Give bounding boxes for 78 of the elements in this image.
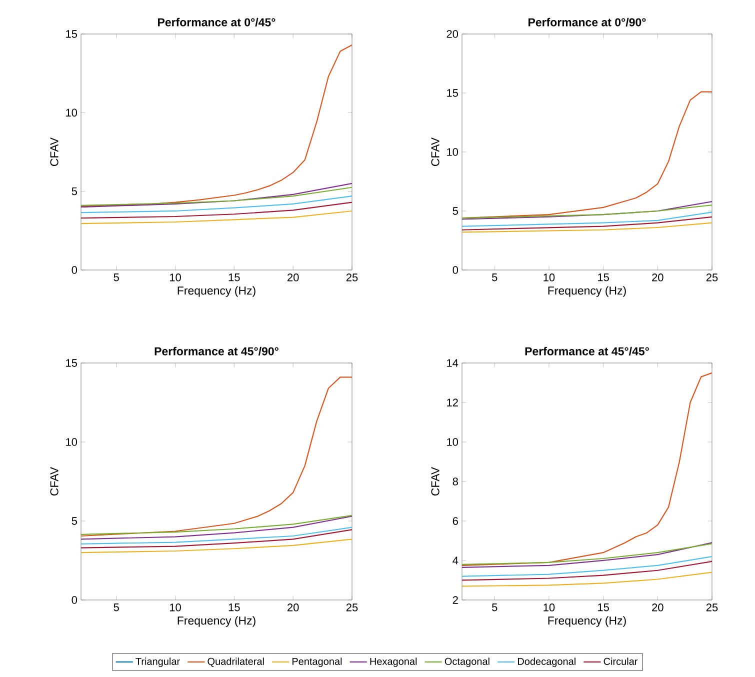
y-tick-label: 15 [447,89,458,97]
y-tick-label: 14 [447,359,458,367]
x-axis-title: Frequency (Hz) [548,616,626,627]
y-tick-label: 2 [452,596,458,604]
legend-label: Octagonal [444,658,490,667]
x-tick-label: 10 [170,274,181,282]
y-tick-label: 0 [72,266,78,274]
y-tick-label: 15 [66,30,77,38]
chart-title: Performance at 0°/90° [528,18,646,26]
line-series [462,216,712,230]
y-axis-title: CFAV [431,466,440,496]
legend-label: Triangular [136,658,180,667]
y-axis-title: CFAV [50,137,58,166]
line-series [81,182,352,208]
y-tick-label: 10 [66,108,78,117]
y-tick-label: 0 [72,596,78,604]
legend-label: Circular [604,658,638,665]
y-tick-label: 5 [452,207,458,215]
legend-label: Pentagonal [292,658,342,667]
line-series [81,195,352,214]
x-tick-label: 10 [170,604,181,612]
x-tick-label: 15 [598,274,609,282]
line-series [462,222,712,233]
y-tick-label: 5 [72,517,77,525]
line-series [81,514,352,535]
legend-label: Dodecagonal [518,658,576,667]
line-series [462,204,712,219]
line-series [462,560,712,581]
y-tick-label: 5 [72,187,77,196]
line-series [81,202,352,219]
x-tick-label: 25 [346,604,358,612]
y-axis-title: CFAV [50,466,58,496]
line-series [81,376,352,537]
line-series [81,186,352,206]
line-series [462,572,712,587]
x-tick-label: 10 [544,604,555,612]
y-tick-label: 10 [66,438,78,446]
x-tick-label: 20 [288,604,299,612]
y-tick-label: 10 [447,438,458,446]
chart-title: Performance at 45°/45° [525,346,649,356]
y-axis-title: CFAV [431,137,440,166]
x-tick-label: 5 [492,604,498,612]
line-series [81,516,352,540]
x-axis-title: Frequency (Hz) [178,616,256,627]
x-tick-label: 20 [652,274,664,282]
x-tick-label: 5 [114,274,119,282]
x-tick-label: 15 [228,274,240,282]
chart-title: Performance at 0°/45° [158,18,276,26]
x-axis-title: Frequency (Hz) [178,286,256,297]
line-series [81,526,352,544]
chart-title: Performance at 45°/90° [154,346,278,356]
line-series [81,538,352,554]
y-tick-label: 20 [446,30,458,38]
y-tick-label: 0 [452,266,458,274]
y-tick-label: 12 [447,398,458,406]
y-tick-label: 6 [452,517,458,525]
x-tick-label: 15 [228,604,240,612]
y-tick-label: 10 [447,148,458,156]
x-tick-label: 25 [346,274,358,282]
line-series [81,529,352,548]
y-tick-label: 8 [452,478,458,486]
x-tick-label: 25 [706,274,718,282]
x-axis-title: Frequency (Hz) [548,286,626,297]
line-series [462,556,712,577]
line-series [462,212,712,227]
x-tick-label: 25 [706,604,718,612]
legend-label: Hexagonal [370,658,417,667]
line-series [462,372,712,566]
x-tick-label: 20 [288,274,299,282]
x-tick-label: 5 [492,274,498,282]
legend-label: Quadrilateral [208,658,264,667]
y-tick-label: 15 [66,359,77,367]
x-tick-label: 5 [114,604,119,612]
y-tick-label: 4 [452,556,458,564]
x-tick-label: 20 [652,604,664,612]
x-tick-label: 10 [544,274,555,282]
x-tick-label: 15 [598,604,609,612]
line-series [81,210,352,224]
